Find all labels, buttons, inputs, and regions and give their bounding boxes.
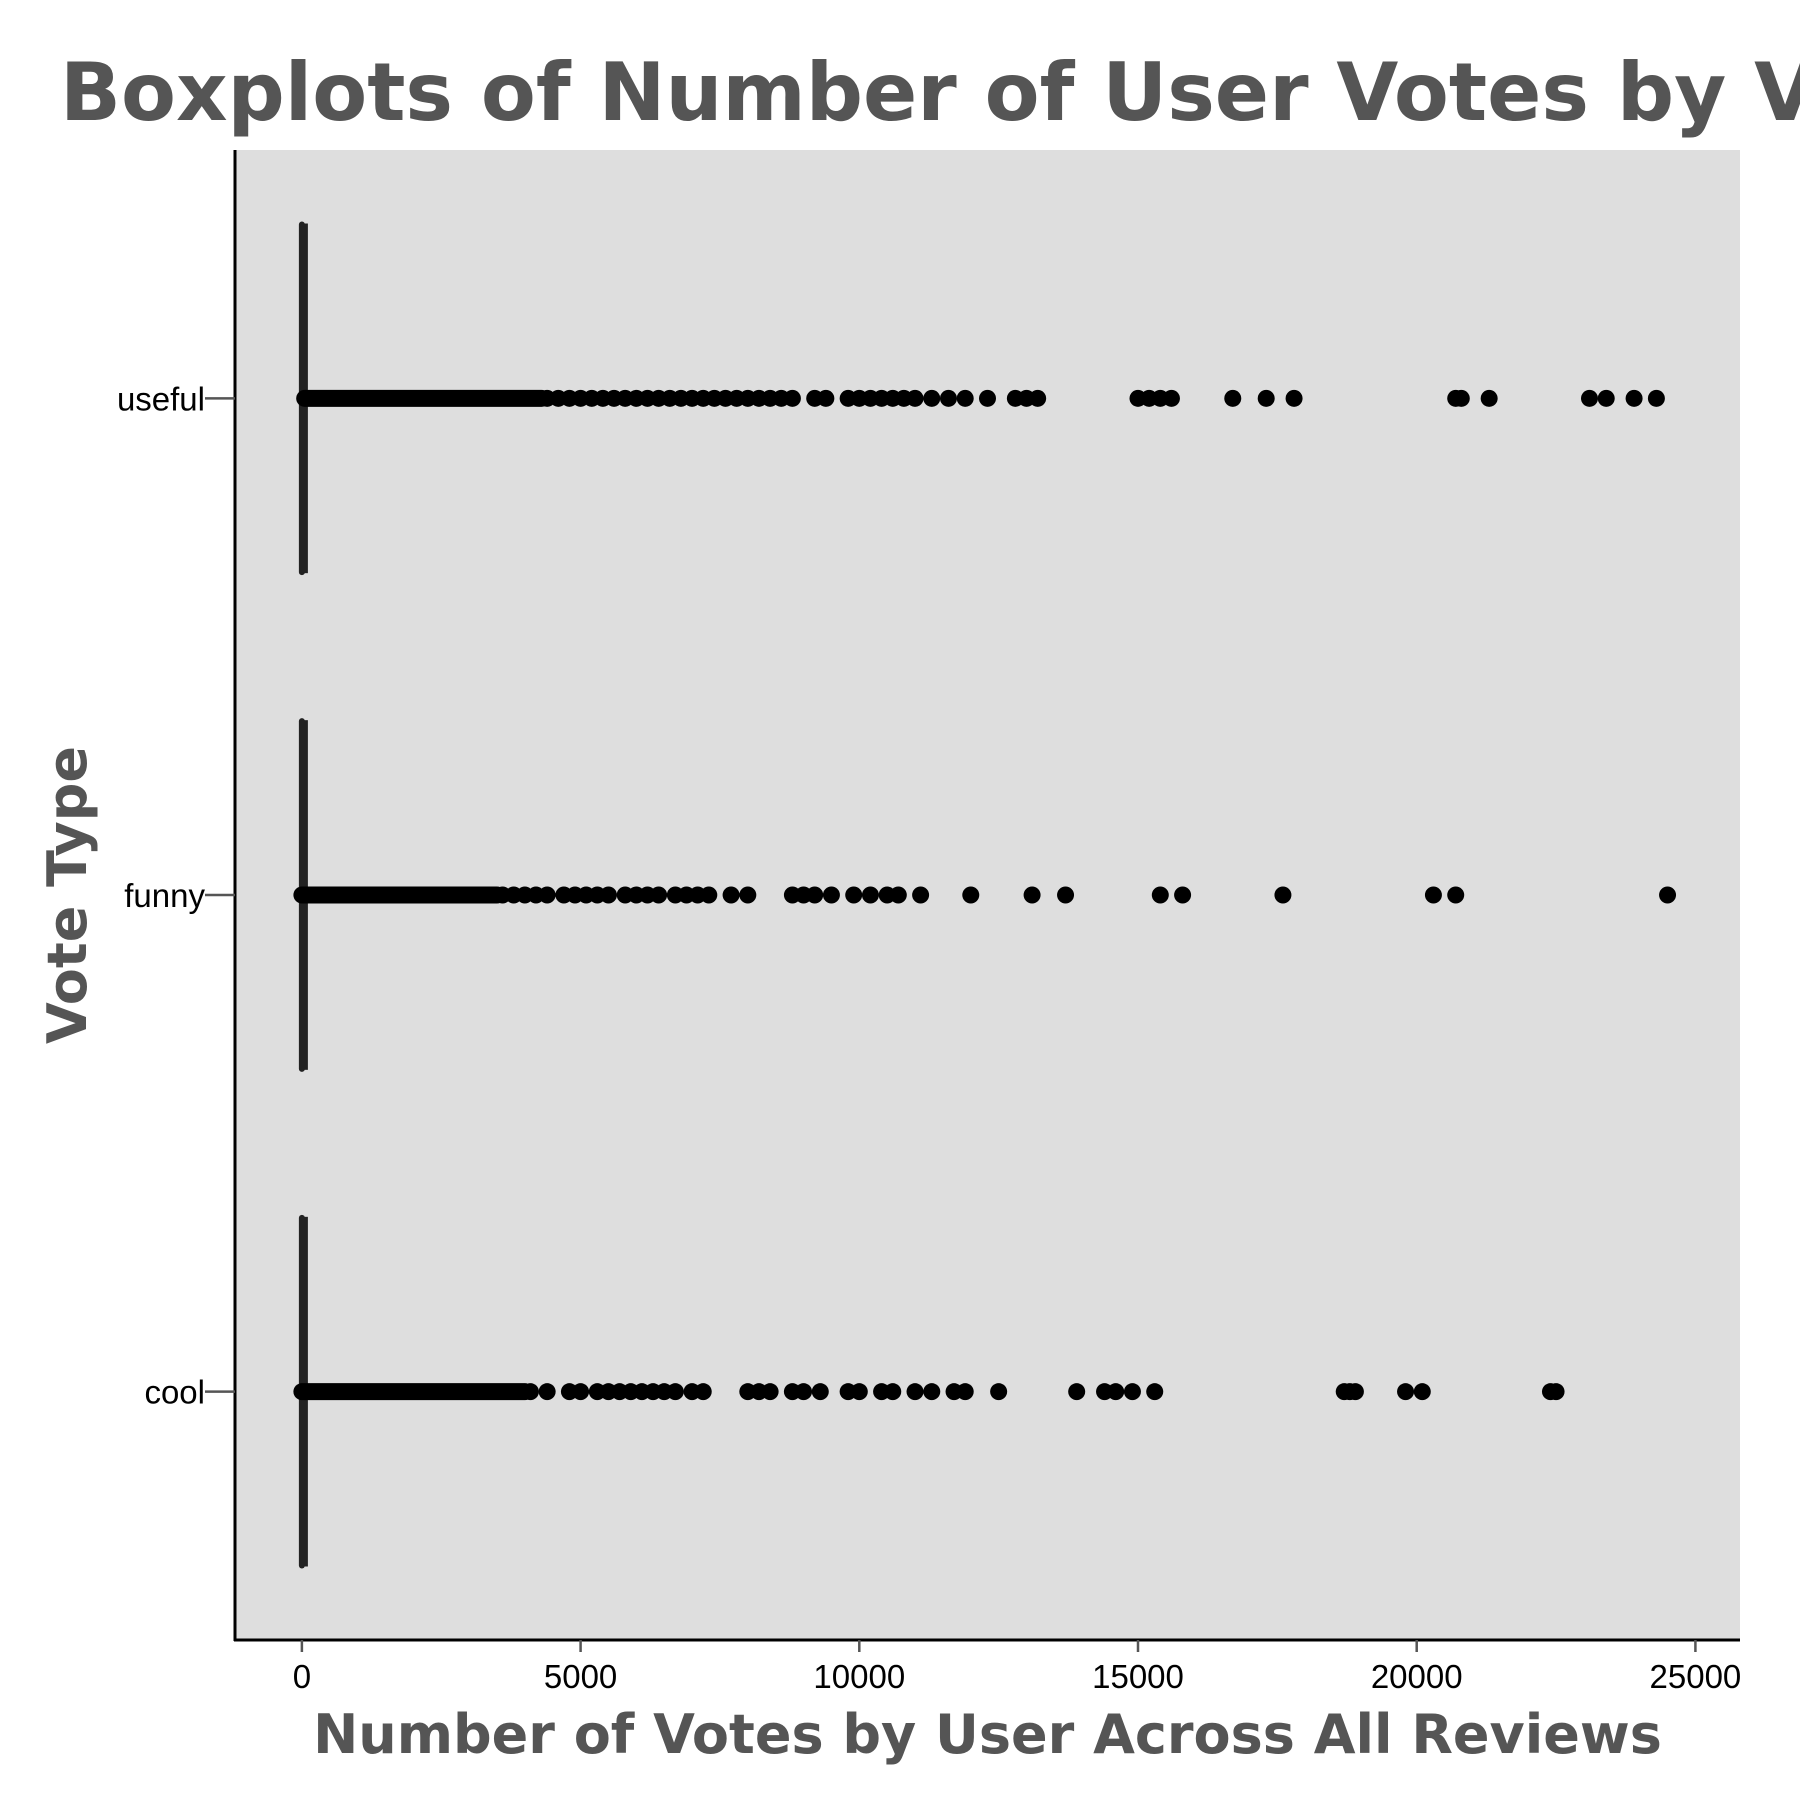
outlier-point-funny xyxy=(1424,886,1442,904)
outlier-point-useful xyxy=(1581,389,1598,407)
y-tick-label-funny: funny xyxy=(124,877,205,914)
outlier-point-useful xyxy=(1257,389,1275,407)
y-tick-label-cool: cool xyxy=(144,1374,205,1411)
outlier-point-funny xyxy=(700,886,718,904)
outlier-point-funny xyxy=(1174,886,1192,904)
x-tick-label: 10000 xyxy=(813,1658,905,1695)
outlier-point-cool xyxy=(1397,1383,1415,1401)
outlier-point-useful xyxy=(1647,389,1665,407)
x-tick-label: 15000 xyxy=(1092,1658,1184,1695)
x-tick-label: 25000 xyxy=(1650,1658,1742,1695)
outlier-point-cool xyxy=(1346,1383,1364,1401)
outlier-point-funny xyxy=(1447,886,1465,904)
outlier-point-cool xyxy=(795,1383,813,1401)
outlier-point-useful xyxy=(906,389,924,407)
outlier-point-cool xyxy=(906,1383,924,1401)
outlier-point-cool xyxy=(1146,1383,1164,1401)
outlier-point-cool xyxy=(850,1383,868,1401)
outlier-point-useful xyxy=(939,389,957,407)
x-tick-label: 5000 xyxy=(544,1658,617,1695)
outlier-point-funny xyxy=(1023,886,1041,904)
outlier-point-cool xyxy=(572,1383,590,1401)
outlier-point-funny xyxy=(1274,886,1292,904)
outlier-point-cool xyxy=(1068,1383,1086,1401)
outlier-point-funny xyxy=(599,886,617,904)
outlier-point-cool xyxy=(521,1383,539,1401)
outlier-point-funny xyxy=(822,886,840,904)
outlier-point-cool xyxy=(1413,1383,1431,1401)
outlier-point-funny xyxy=(1057,886,1075,904)
outlier-point-useful xyxy=(1480,389,1498,407)
outlier-point-cool xyxy=(666,1383,684,1401)
outlier-point-funny xyxy=(861,886,879,904)
outlier-point-cool xyxy=(1107,1383,1125,1401)
outlier-point-funny xyxy=(739,886,757,904)
outlier-point-useful xyxy=(1452,389,1470,407)
chart-title: Boxplots of Number of User Votes by Vote… xyxy=(60,46,1800,139)
outlier-point-cool xyxy=(956,1383,974,1401)
outlier-point-useful xyxy=(956,389,974,407)
outlier-point-useful xyxy=(923,389,941,407)
outlier-point-funny xyxy=(1659,886,1677,904)
outlier-point-cool xyxy=(923,1383,941,1401)
outlier-point-useful xyxy=(1625,389,1643,407)
outlier-point-cool xyxy=(1123,1383,1141,1401)
outlier-point-useful xyxy=(1285,389,1303,407)
x-tick-label: 20000 xyxy=(1371,1658,1463,1695)
outlier-point-funny xyxy=(962,886,980,904)
outlier-point-funny xyxy=(650,886,668,904)
y-axis-title: Vote Type xyxy=(36,745,99,1045)
outlier-point-funny xyxy=(538,886,556,904)
outlier-point-funny xyxy=(722,886,740,904)
x-tick-label: 0 xyxy=(293,1658,311,1695)
y-tick-label-useful: useful xyxy=(117,380,205,417)
outlier-point-funny xyxy=(889,886,907,904)
outlier-point-funny xyxy=(806,886,824,904)
outlier-point-useful xyxy=(817,389,835,407)
outlier-point-cool xyxy=(538,1383,556,1401)
outlier-point-funny xyxy=(845,886,863,904)
outlier-point-cool xyxy=(884,1383,902,1401)
outlier-point-cool xyxy=(761,1383,779,1401)
outlier-point-useful xyxy=(783,389,801,407)
x-axis-title: Number of Votes by User Across All Revie… xyxy=(313,1703,1662,1766)
outlier-point-useful xyxy=(1597,389,1615,407)
outlier-point-cool xyxy=(1547,1383,1565,1401)
outlier-point-funny xyxy=(1151,886,1169,904)
outlier-point-funny xyxy=(912,886,930,904)
outlier-point-cool xyxy=(694,1383,712,1401)
outlier-point-cool xyxy=(811,1383,829,1401)
outlier-point-useful xyxy=(1029,389,1047,407)
outlier-point-cool xyxy=(990,1383,1008,1401)
outlier-point-useful xyxy=(1162,389,1180,407)
outlier-point-useful xyxy=(979,389,996,407)
outlier-point-useful xyxy=(1224,389,1242,407)
